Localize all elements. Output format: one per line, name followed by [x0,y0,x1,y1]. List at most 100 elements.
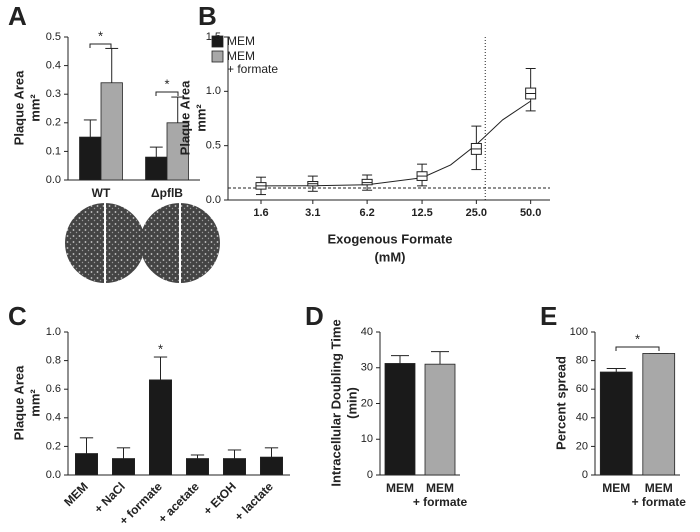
y-axis-label: Percent spread [553,356,568,450]
y-tick-label: 20 [576,440,588,452]
significance-bracket [89,43,112,48]
significance-star: * [98,28,103,43]
y-label-line: Plaque Area [177,80,192,155]
y-tick-label: 0.8 [46,355,61,367]
x-tick-label: + formate [632,495,687,509]
y-tick-label: 10 [361,433,373,445]
x-tick-label: 25.0 [466,207,487,219]
y-label-line: mm² [193,104,208,132]
y-tick-label: 40 [576,412,588,424]
bar [148,379,172,476]
y-tick-label: 1.0 [46,326,61,338]
y-label-line: Intracellular Doubling Time [328,319,343,486]
y-axis-label: Plaque Area mm² [11,365,42,440]
bar [599,371,633,476]
x-tick-label: 3.1 [305,207,320,219]
y-label-line: Plaque Area [11,70,26,145]
y-tick-label: 0.5 [46,31,61,43]
x-tick-label: 1.6 [253,207,268,219]
y-axis-label: Plaque Area mm² [11,70,42,145]
y-tick-label: 60 [576,383,588,395]
legend-swatch [211,35,224,48]
y-label-line: mm² [27,94,42,122]
y-tick-label: 1.5 [206,31,221,43]
y-axis-label: Intracellular Doubling Time (min) [328,319,359,486]
y-tick-label: 0.4 [46,412,61,424]
bar [384,363,416,476]
x-tick-label-group: + lactate [232,479,276,523]
significance-star: * [164,76,169,91]
x-tick-label-group: MEM [61,479,91,509]
y-tick-label: 0.2 [46,440,61,452]
panel-letter: C [8,301,27,331]
y-tick-label: 30 [361,362,373,374]
y-tick-label: 0 [367,469,373,481]
y-tick-label: 0.6 [46,383,61,395]
x-tick-label: + lactate [232,479,276,523]
y-axis-label: Plaque Area mm² [177,80,208,155]
bar [145,156,168,181]
y-label-line: Percent spread [553,356,568,450]
x-tick-label: + formate [413,495,468,509]
bar [185,458,209,476]
x-tick-label: + acetate [155,479,202,526]
bar [100,82,123,181]
x-tick-label: 12.5 [411,207,432,219]
x-tick-label: WT [92,186,111,200]
x-label-line: Exogenous Formate [328,231,453,246]
y-tick-label: 0.0 [46,174,61,186]
bar [222,458,246,476]
x-tick-label: ΔpflB [151,186,183,200]
x-tick-label: MEM [61,479,91,509]
y-tick-label: 0.3 [46,88,61,100]
y-tick-label: 0.2 [46,117,61,129]
panel-letter: D [305,301,324,331]
fit-curve [260,100,531,187]
y-tick-label: 0.5 [206,140,221,152]
x-tick-label: MEM [645,481,673,495]
bar [259,456,283,476]
plaque-images [65,203,220,283]
bar [112,458,136,476]
bar [642,353,676,476]
panel-letter: A [8,1,27,31]
bar [424,363,456,476]
bar [75,453,99,476]
x-tick-label: + NaCl [91,479,128,516]
panel-letter: B [198,1,217,31]
significance-bracket [615,346,660,351]
y-tick-label: 0.1 [46,145,61,157]
x-tick-label: MEM [386,481,414,495]
x-label-line: (mM) [374,249,405,264]
y-tick-label: 0 [582,469,588,481]
legend-label: MEM [227,49,255,63]
bar [166,122,189,181]
x-tick-label: 50.0 [520,207,541,219]
y-tick-label: 1.0 [206,85,221,97]
legend-label: + formate [227,62,278,76]
y-label-line: mm² [27,389,42,417]
significance-star: * [635,331,640,346]
y-tick-label: 20 [361,397,373,409]
y-tick-label: 0.4 [46,60,61,72]
x-tick-label-group: + acetate [155,479,202,526]
y-tick-label: 80 [576,355,588,367]
box [361,178,373,186]
legend-label: MEM [227,34,255,48]
x-tick-label: MEM [426,481,454,495]
panel-letter: E [540,301,557,331]
significance-bracket [155,91,179,96]
y-label-line: Plaque Area [11,365,26,440]
x-tick-label: 6.2 [359,207,374,219]
significance-star: * [158,341,163,356]
y-tick-label: 100 [570,326,588,338]
legend-swatch [211,50,224,63]
bar [79,136,102,181]
y-tick-label: 40 [361,326,373,338]
y-tick-label: 0.0 [206,194,221,206]
x-tick-label: MEM [602,481,630,495]
y-label-line: (min) [344,387,359,419]
y-tick-label: 0.0 [46,469,61,481]
